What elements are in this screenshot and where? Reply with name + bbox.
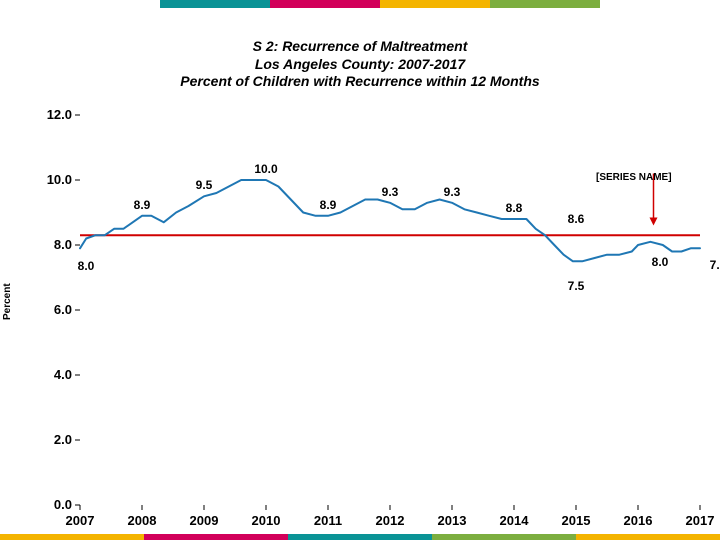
x-tick: 2017 [680, 513, 720, 528]
y-tick: 0.0 [32, 497, 72, 512]
point-label: 7.9 [710, 258, 720, 272]
point-label: 8.6 [568, 212, 585, 226]
series-name-label: [SERIES NAME] [596, 172, 672, 183]
y-tick: 2.0 [32, 432, 72, 447]
x-tick: 2007 [60, 513, 100, 528]
point-label: 8.9 [320, 198, 337, 212]
x-tick: 2011 [308, 513, 348, 528]
x-tick: 2014 [494, 513, 534, 528]
point-label: 8.0 [78, 259, 95, 273]
point-label: 8.8 [506, 201, 523, 215]
point-label: 9.3 [382, 185, 399, 199]
y-tick: 4.0 [32, 367, 72, 382]
point-label: 8.0 [652, 255, 669, 269]
x-tick: 2016 [618, 513, 658, 528]
y-tick: 8.0 [32, 237, 72, 252]
line-chart [0, 0, 720, 540]
point-label: 10.0 [254, 162, 277, 176]
x-tick: 2009 [184, 513, 224, 528]
y-tick: 10.0 [32, 172, 72, 187]
point-label: 9.5 [196, 178, 213, 192]
x-tick: 2013 [432, 513, 472, 528]
x-tick: 2008 [122, 513, 162, 528]
point-label: 8.9 [134, 198, 151, 212]
y-tick: 12.0 [32, 107, 72, 122]
point-label: 9.3 [444, 185, 461, 199]
x-tick: 2012 [370, 513, 410, 528]
x-tick: 2010 [246, 513, 286, 528]
x-tick: 2015 [556, 513, 596, 528]
point-label-extra: 7.5 [568, 279, 585, 293]
y-tick: 6.0 [32, 302, 72, 317]
